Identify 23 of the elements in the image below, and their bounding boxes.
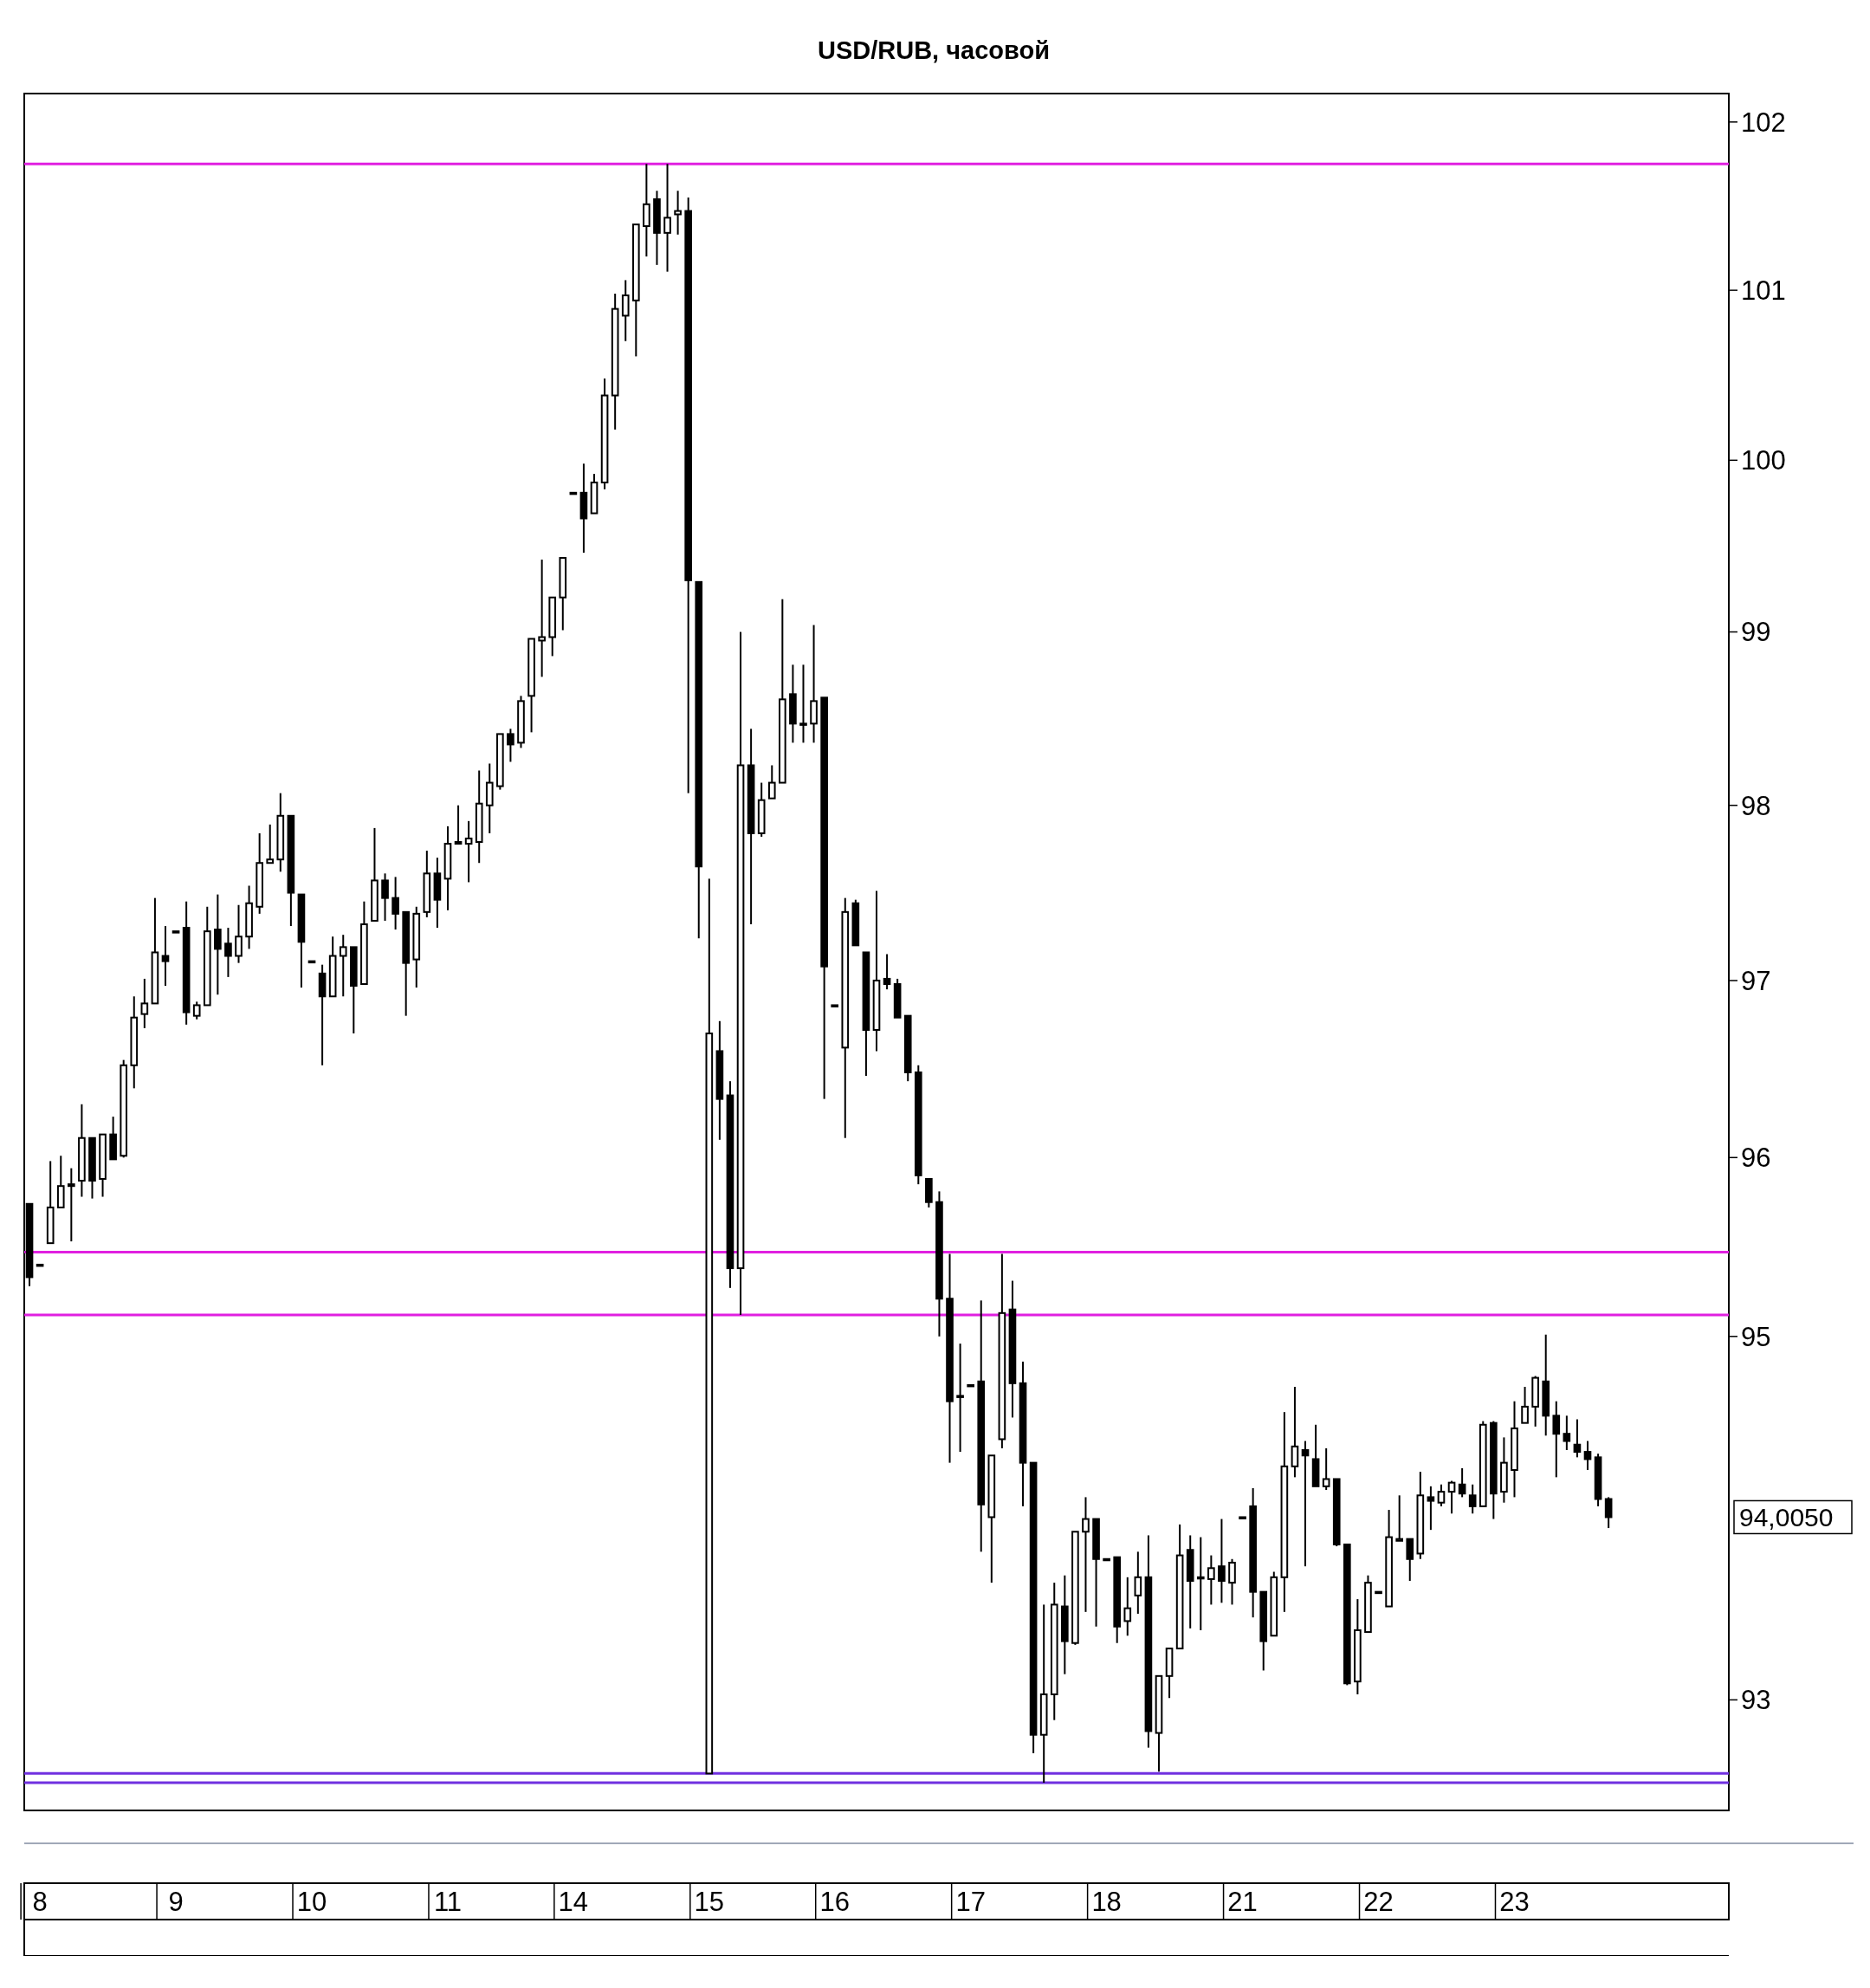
x-tick-label: 9 (168, 1887, 184, 1917)
y-tick-label: 99 (1741, 617, 1771, 648)
text: 94,0050 (1739, 1502, 1834, 1531)
y-tick-label: 96 (1741, 1143, 1771, 1174)
chart-title: USD/RUB, часовой (817, 36, 1051, 64)
x-tick-label: 14 (558, 1887, 589, 1917)
x-tick-label: 22 (1363, 1887, 1394, 1917)
y-tick-label: 100 (1741, 445, 1786, 476)
x-tick-label: 21 (1227, 1887, 1258, 1917)
x-tick-label: 10 (296, 1887, 327, 1917)
y-tick-label: 98 (1741, 790, 1771, 821)
x-tick-label: 17 (955, 1887, 986, 1917)
x-tick-label: 23 (1499, 1887, 1530, 1917)
y-tick-label: 93 (1741, 1685, 1771, 1716)
x-tick-label: 11 (433, 1887, 463, 1917)
y-tick-label: 101 (1741, 275, 1786, 306)
x-tick-label: 15 (694, 1887, 725, 1917)
x-tick-label: 8 (32, 1887, 48, 1917)
x-tick-label: 18 (1091, 1887, 1122, 1917)
y-tick-label: 95 (1741, 1321, 1771, 1352)
x-tick-label: 16 (819, 1887, 850, 1917)
y-tick-label: 102 (1741, 107, 1786, 138)
y-tick-label: 97 (1741, 965, 1771, 996)
